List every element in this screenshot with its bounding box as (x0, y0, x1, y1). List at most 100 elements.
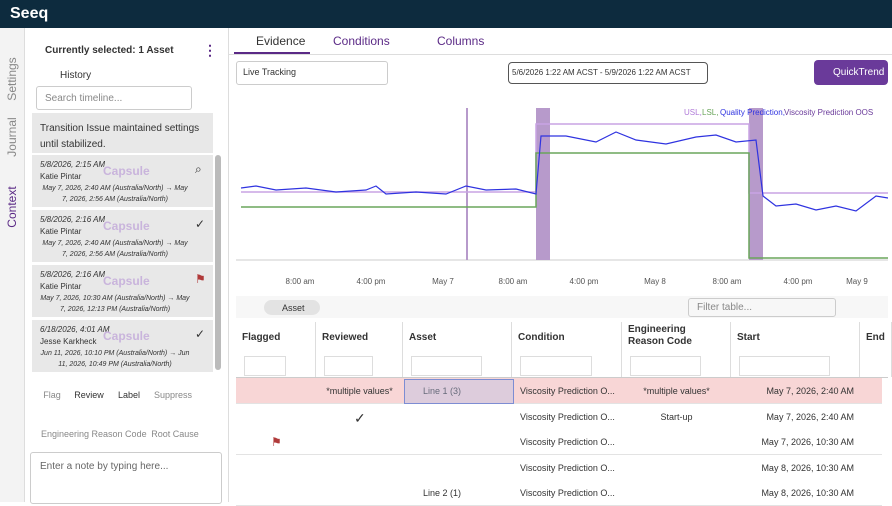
column-header[interactable]: Reviewed (322, 332, 369, 343)
filter-cell[interactable] (244, 356, 286, 376)
legend-item: USL, (684, 108, 702, 117)
filter-cell[interactable] (411, 356, 482, 376)
main-tab[interactable]: Evidence (256, 34, 306, 48)
entry-tag: Capsule (103, 164, 150, 178)
table-cell: Viscosity Prediction O... (520, 411, 615, 422)
entry-date: 5/8/2026, 2:15 AM (40, 160, 106, 169)
asset-cell-selected[interactable] (404, 379, 514, 404)
filter-cell[interactable] (520, 356, 592, 376)
entry-icon: ⚑ (195, 272, 206, 286)
entry-author: Katie Pintar (40, 227, 82, 236)
table-toolbar (236, 296, 888, 318)
entry-card[interactable] (32, 320, 213, 372)
table-row[interactable] (236, 403, 882, 430)
column-divider (315, 322, 316, 377)
column-divider (511, 322, 512, 377)
history-toggle[interactable]: History (60, 70, 92, 81)
search-placeholder[interactable]: Search timeline... (45, 93, 123, 104)
table-cell: Viscosity Prediction O... (520, 386, 615, 396)
quicktrend-button[interactable] (814, 60, 888, 85)
note-input[interactable] (30, 452, 222, 504)
action-button[interactable]: Suppress (153, 390, 193, 400)
table-cell: *multiple values* (643, 386, 710, 396)
quality-line (240, 131, 888, 212)
entry-card[interactable] (32, 265, 213, 317)
capsule-band (749, 108, 763, 260)
legend-item: Viscosity Prediction OOS (784, 108, 874, 117)
action-button[interactable]: Engineering Reason Code (41, 429, 147, 439)
trend-chart (236, 108, 888, 261)
x-tick-label: 8:00 am (498, 277, 528, 286)
side-strip (0, 28, 25, 502)
entry-icon: ⌕ (195, 162, 202, 176)
entry-icon: ✓ (195, 327, 206, 341)
side-tab[interactable]: Settings (5, 57, 19, 101)
entry-range: May 7, 2026, 10:30 AM (Australia/North) … (40, 295, 190, 313)
chip[interactable] (264, 300, 320, 315)
x-tick-label: 8:00 am (712, 277, 742, 286)
action-button[interactable]: Root Cause (151, 429, 199, 439)
table-cell: May 7, 2026, 10:30 AM (761, 437, 854, 447)
date-range-box[interactable] (508, 62, 708, 84)
column-header[interactable]: Start (737, 332, 760, 343)
entry-range: May 7, 2026, 2:40 AM (Australia/North) →… (42, 240, 188, 258)
search-box (36, 86, 192, 110)
main-tab[interactable]: Columns (437, 34, 485, 48)
note-text: Transition Issue maintained settings unt… (40, 123, 200, 150)
mode-text: Live Tracking (243, 67, 297, 77)
quicktrend-label: QuickTrend (833, 67, 885, 78)
main-tabs-bar (229, 28, 892, 55)
entry-date: 6/18/2026, 4:01 AM (40, 325, 110, 334)
top-bar (0, 0, 892, 28)
entry-author: Katie Pintar (40, 172, 82, 181)
entry-tag: Capsule (103, 329, 150, 343)
action-button[interactable]: Review (74, 390, 104, 400)
x-tick-label: May 9 (846, 277, 868, 286)
table-cell: Line 1 (3) (423, 386, 462, 396)
filter-cell[interactable] (324, 356, 373, 376)
column-divider (730, 322, 731, 377)
action-button[interactable]: Flag (43, 390, 61, 400)
entry-icon: ✓ (195, 217, 206, 231)
panel-title: Currently selected: 1 Asset (45, 45, 174, 56)
column-divider (621, 322, 622, 377)
entry-tag: Capsule (103, 219, 150, 233)
column-divider (859, 322, 860, 377)
table-cell: Line 2 (1) (423, 488, 462, 498)
legend-item: LSL, (702, 108, 719, 117)
column-header[interactable]: End (866, 332, 885, 343)
entry-card[interactable] (32, 155, 213, 207)
legend-item: Quality Prediction, (720, 108, 785, 117)
entry-card[interactable] (32, 210, 213, 262)
x-tick-label: May 7 (432, 277, 454, 286)
mode-select[interactable] (236, 61, 388, 85)
side-tab[interactable]: Context (5, 186, 19, 228)
table-cell: May 8, 2026, 10:30 AM (761, 462, 854, 473)
entry-date: 5/8/2026, 2:16 AM (40, 270, 106, 279)
note-placeholder: Enter a note by typing here... (40, 461, 169, 472)
filter-cell[interactable] (630, 356, 701, 376)
filter-cell[interactable] (739, 356, 830, 376)
table-cell: May 8, 2026, 10:30 AM (761, 488, 854, 498)
column-header[interactable]: Asset (409, 332, 437, 343)
menu-dots: ⋮ (203, 42, 217, 58)
x-tick-label: 4:00 pm (356, 277, 386, 286)
table-cell: May 7, 2026, 2:40 AM (766, 386, 854, 396)
column-header[interactable]: Flagged (242, 332, 281, 343)
column-header[interactable]: Engineering Reason Code (628, 324, 692, 347)
date-range: 5/6/2026 1:22 AM ACST - 5/9/2026 1:22 AM… (512, 68, 691, 77)
entry-author: Jesse Karkheck (40, 337, 97, 346)
logo[interactable]: Seeq (10, 5, 49, 22)
table-cell: Viscosity Prediction O... (520, 437, 615, 447)
main-tab[interactable]: Conditions (333, 34, 390, 48)
lsl-line (241, 152, 888, 259)
column-header[interactable]: Condition (518, 332, 565, 343)
action-button[interactable]: Label (117, 390, 141, 400)
entry-range: Jun 11, 2026, 10:10 PM (Australia/North)… (40, 350, 190, 368)
flag-icon: ⚑ (271, 435, 282, 449)
filter-box[interactable] (688, 298, 836, 317)
chip-label: Asset (282, 303, 305, 313)
entry-date: 5/8/2026, 2:16 AM (40, 215, 106, 224)
side-tab[interactable]: Journal (5, 117, 19, 157)
